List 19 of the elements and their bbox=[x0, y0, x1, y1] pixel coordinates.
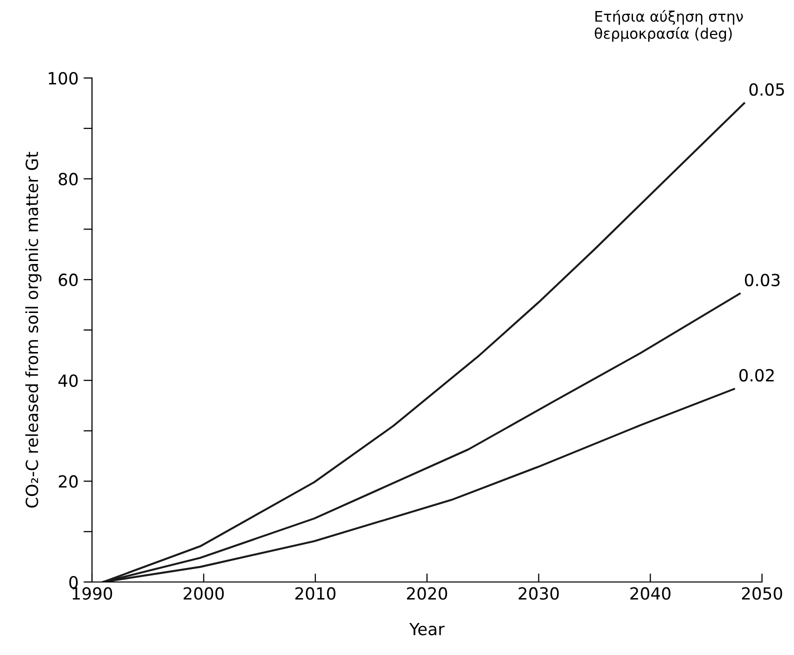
series-label: 0.02 bbox=[739, 368, 774, 382]
y-axis-title: CO₂-C released from soil organic matter Gt bbox=[25, 152, 42, 508]
y-tick-label: 20 bbox=[58, 475, 78, 488]
y-tick-label: 100 bbox=[48, 72, 78, 85]
y-tick-label: 60 bbox=[58, 274, 78, 286]
legend-title: Ετήσια αύξηση στην θερμοκρασία (deg) bbox=[594, 10, 743, 42]
x-tick-label: 2010 bbox=[295, 587, 336, 600]
x-tick-label: 2040 bbox=[630, 587, 670, 600]
y-tick-label: 40 bbox=[58, 374, 78, 387]
x-tick-label: 2050 bbox=[742, 587, 782, 600]
x-axis-title: Year bbox=[409, 622, 445, 636]
x-tick-label: 2030 bbox=[518, 587, 559, 600]
x-tick-label: 1990 bbox=[72, 587, 112, 600]
x-tick-label: 2000 bbox=[184, 587, 224, 600]
series-label: 0.03 bbox=[744, 274, 780, 286]
series-label: 0.05 bbox=[749, 83, 784, 96]
x-tick-label: 2020 bbox=[407, 587, 448, 600]
y-tick-label: 0 bbox=[69, 576, 78, 589]
y-tick-label: 80 bbox=[58, 172, 78, 186]
